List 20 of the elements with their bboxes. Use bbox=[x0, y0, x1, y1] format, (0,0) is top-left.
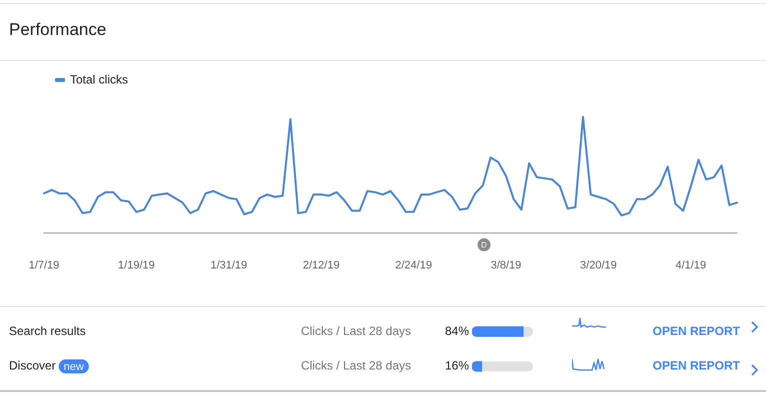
x-tick-label: 1/7/19 bbox=[28, 259, 60, 272]
y-tick-label: Search results bbox=[9, 324, 86, 338]
x-tick-label: 2/24/19 bbox=[395, 259, 432, 272]
x-tick-label: 3/8/19 bbox=[490, 259, 522, 272]
x-tick-label: 1/31/19 bbox=[210, 259, 248, 272]
text: OPEN REPORT bbox=[652, 324, 741, 338]
x-tick-label: 2/12/19 bbox=[302, 259, 340, 272]
text: OPEN REPORT bbox=[652, 358, 741, 373]
text: new bbox=[64, 360, 84, 373]
x-tick-label: 1/19/19 bbox=[118, 259, 155, 272]
legend-label: Total clicks bbox=[70, 72, 128, 86]
text: Clicks / Last 28 days bbox=[300, 324, 411, 338]
chart-title: Performance bbox=[9, 20, 106, 40]
text: D bbox=[481, 240, 488, 250]
text: Clicks / Last 28 days bbox=[300, 358, 411, 373]
x-tick-label: 4/1/19 bbox=[676, 259, 706, 272]
data-label: 16% bbox=[444, 358, 470, 373]
y-tick-label: Discover bbox=[9, 358, 56, 373]
data-label: 84% bbox=[444, 324, 470, 338]
x-tick-label: 3/20/19 bbox=[580, 259, 617, 272]
